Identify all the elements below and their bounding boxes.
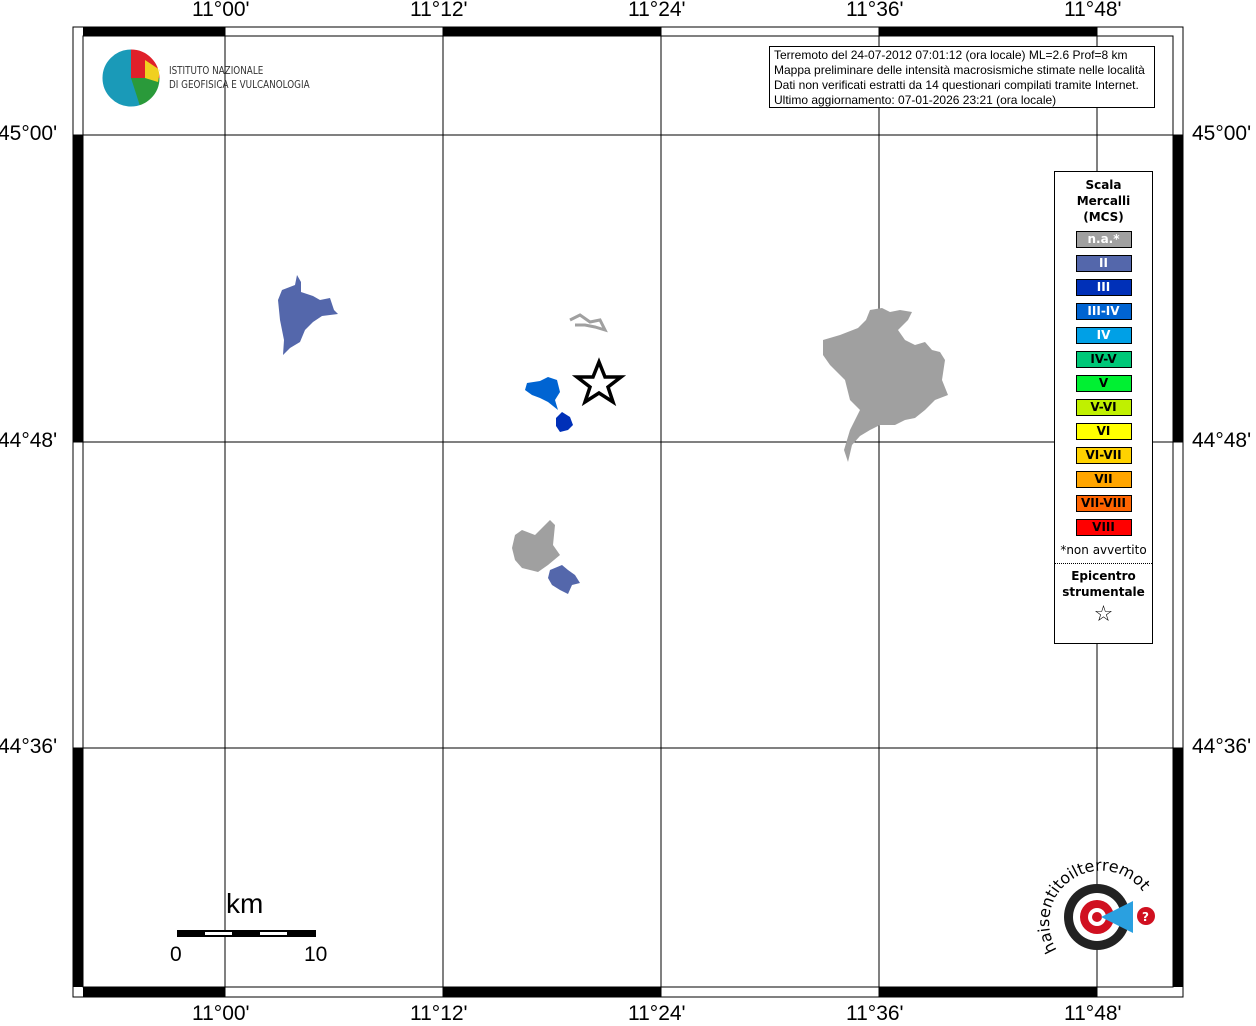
legend-swatch-v: V xyxy=(1075,375,1132,392)
info-line: Terremoto del 24-07-2012 07:01:12 (ora l… xyxy=(774,48,1128,62)
legend-swatch-v-vi: V-VI xyxy=(1075,399,1132,416)
lon-tick-top: 11°24' xyxy=(628,0,686,21)
legend-swatch-iii: III xyxy=(1075,279,1132,296)
municipality-ii-west xyxy=(278,275,338,355)
legend-swatch-vii-viii: VII-VIII xyxy=(1075,495,1132,512)
svg-text:?: ? xyxy=(1142,910,1149,924)
lat-tick-right: 44°36' xyxy=(1192,735,1252,758)
epicenter-star-icon xyxy=(571,357,627,407)
scale-min: 0 xyxy=(170,943,182,966)
legend-swatch-iv: IV xyxy=(1075,327,1132,344)
legend-swatches: n.a.* II III III-IV IV IV-V V V-VI VI VI-VII VII VI… xyxy=(1055,231,1152,536)
lat-tick-left: 45°00' xyxy=(0,122,58,145)
epicenter-legend-star-icon: ☆ xyxy=(1093,602,1114,627)
frame-bars xyxy=(73,27,1183,997)
legend-swatch-n-a-: n.a.* xyxy=(1075,231,1132,248)
legend-swatch-iv-v: IV-V xyxy=(1075,351,1132,368)
municipality-iiiiv xyxy=(525,377,560,410)
lon-tick-top: 11°12' xyxy=(410,0,468,21)
ingv-line2: DI GEOFISICA E VULCANOLOGIA xyxy=(169,78,310,91)
lat-tick-right: 44°48' xyxy=(1192,429,1252,452)
info-line: Dati non verificati estratti da 14 quest… xyxy=(774,78,1139,92)
lat-tick-left: 44°36' xyxy=(0,735,58,758)
legend-swatch-vii: VII xyxy=(1075,471,1132,488)
lon-tick-top: 11°00' xyxy=(192,0,250,21)
municipality-na-east xyxy=(823,308,948,462)
info-line: Ultimo aggiornamento: 07-01-2026 23:21 (… xyxy=(774,93,1057,107)
lat-tick-left: 44°48' xyxy=(0,429,58,452)
lon-tick-bottom: 11°12' xyxy=(410,1002,468,1025)
legend-swatch-vi-vii: VI-VII xyxy=(1075,447,1132,464)
legend: Scala Mercalli (MCS) n.a.* II III III-IV IV I… xyxy=(1054,171,1153,644)
municipalities xyxy=(278,275,948,594)
municipality-ii-south xyxy=(548,565,580,594)
ingv-logo-globe xyxy=(101,48,161,108)
scale-max: 10 xyxy=(304,943,328,966)
legend-swatch-ii: II xyxy=(1075,255,1132,272)
event-info-box: Terremoto del 24-07-2012 07:01:12 (ora l… xyxy=(769,46,1155,108)
lon-tick-bottom: 11°36' xyxy=(846,1002,904,1025)
legend-title: Scala xyxy=(1085,178,1122,192)
legend-swatch-vi: VI xyxy=(1075,423,1132,440)
graticule xyxy=(73,27,1183,997)
municipality-na-north xyxy=(569,313,608,333)
legend-swatch-iii-iv: III-IV xyxy=(1075,303,1132,320)
legend-footnote: *non avvertito xyxy=(1060,543,1147,557)
info-line: Mappa preliminare delle intensità macros… xyxy=(774,63,1145,77)
legend-title: (MCS) xyxy=(1083,210,1124,224)
hsit-logo: ? haisentitoilterremoto.it xyxy=(1035,855,1155,957)
legend-swatch-viii: VIII xyxy=(1075,519,1132,536)
scale-bar xyxy=(177,930,316,937)
lon-tick-bottom: 11°48' xyxy=(1064,1002,1122,1025)
lon-tick-top: 11°48' xyxy=(1064,0,1122,21)
scale-unit: km xyxy=(226,888,264,919)
epicenter-title: strumentale xyxy=(1062,585,1145,599)
lon-tick-bottom: 11°24' xyxy=(628,1002,686,1025)
lat-tick-right: 45°00' xyxy=(1192,122,1252,145)
lon-tick-bottom: 11°00' xyxy=(192,1002,250,1025)
municipality-na-south xyxy=(512,520,560,572)
legend-title: Mercalli xyxy=(1076,194,1131,208)
ingv-line1: ISTITUTO NAZIONALE xyxy=(169,64,264,77)
lon-tick-top: 11°36' xyxy=(846,0,904,21)
epicenter-title: Epicentro xyxy=(1071,569,1136,583)
ingv-logo-text: ISTITUTO NAZIONALE DI GEOFISICA E VULCAN… xyxy=(169,64,310,92)
municipality-iii xyxy=(556,412,573,432)
